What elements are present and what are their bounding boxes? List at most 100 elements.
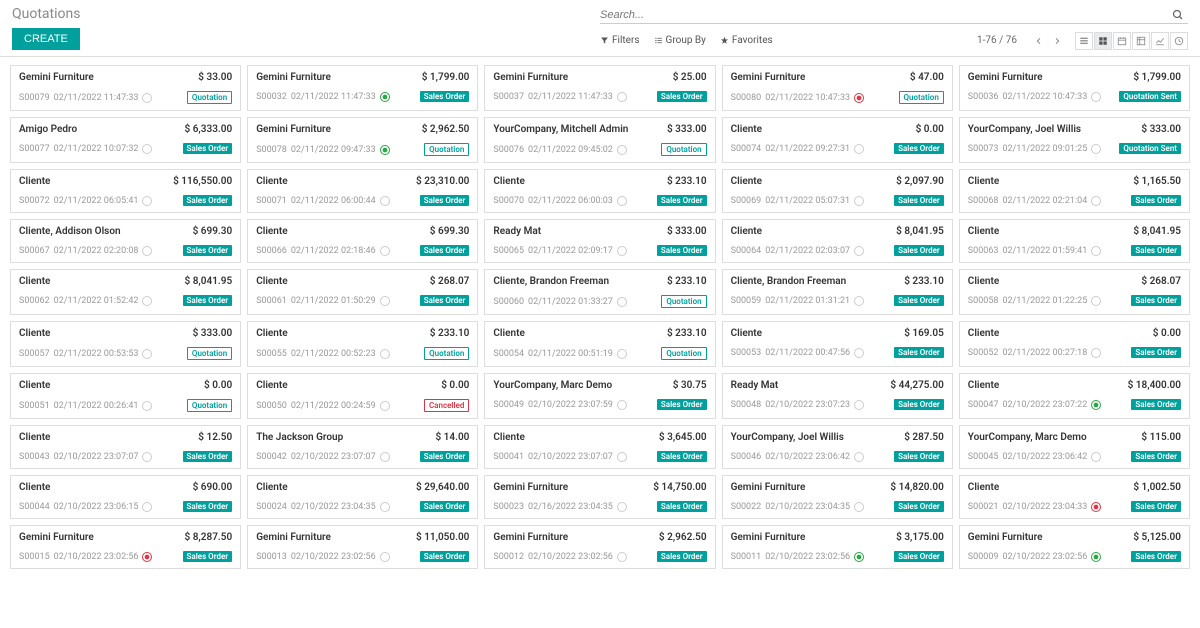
quotation-card[interactable]: YourCompany, Mitchell Admin$ 333.00S0007…	[484, 117, 715, 163]
card-customer: Cliente	[19, 380, 50, 391]
status-indicator-icon	[1091, 502, 1101, 512]
view-kanban-button[interactable]	[1094, 32, 1112, 50]
card-date: 02/10/2022 23:02:56	[528, 552, 613, 562]
prev-page-button[interactable]	[1031, 33, 1047, 49]
status-badge: Sales Order	[894, 245, 944, 256]
quotation-card[interactable]: Amigo Pedro$ 6,333.00S0007702/11/2022 10…	[10, 117, 241, 163]
card-customer: Cliente	[256, 328, 287, 339]
quotation-card[interactable]: Ready Mat$ 333.00S0006502/11/2022 02:09:…	[484, 219, 715, 263]
card-reference: S00048	[731, 400, 762, 410]
quotation-card[interactable]: Cliente$ 0.00S0005102/11/2022 00:26:41Qu…	[10, 373, 241, 419]
quotation-card[interactable]: Cliente$ 233.10S0005502/11/2022 00:52:23…	[247, 321, 478, 367]
card-reference: S00043	[19, 452, 50, 462]
quotation-card[interactable]: Gemini Furniture$ 47.00S0008002/11/2022 …	[722, 65, 953, 111]
groupby-button[interactable]: Group By	[654, 35, 706, 46]
quotation-card[interactable]: Cliente, Brandon Freeman$ 233.10S0006002…	[484, 269, 715, 315]
filters-button[interactable]: Filters	[600, 35, 640, 46]
card-amount: $ 1,799.00	[422, 72, 470, 83]
view-list-button[interactable]	[1075, 32, 1093, 50]
card-amount: $ 33.00	[198, 72, 232, 83]
quotation-card[interactable]: Cliente$ 12.50S0004302/10/2022 23:07:07S…	[10, 425, 241, 469]
quotation-card[interactable]: Cliente$ 690.00S0004402/10/2022 23:06:15…	[10, 475, 241, 519]
quotation-card[interactable]: YourCompany, Marc Demo$ 115.00S0004502/1…	[959, 425, 1190, 469]
quotation-card[interactable]: Cliente, Addison Olson$ 699.30S0006702/1…	[10, 219, 241, 263]
card-date: 02/11/2022 00:52:23	[291, 349, 376, 359]
quotation-card[interactable]: Gemini Furniture$ 2,962.50S0001202/10/20…	[484, 525, 715, 569]
quotation-card[interactable]: Cliente$ 1,165.50S0006802/11/2022 02:21:…	[959, 169, 1190, 213]
card-date: 02/11/2022 01:59:41	[1002, 246, 1087, 256]
quotation-card[interactable]: Cliente$ 233.10S0005402/11/2022 00:51:19…	[484, 321, 715, 367]
quotation-card[interactable]: Cliente$ 2,097.90S0006902/11/2022 05:07:…	[722, 169, 953, 213]
quotation-card[interactable]: YourCompany, Joel Willis$ 333.00S0007302…	[959, 117, 1190, 163]
status-badge: Sales Order	[183, 501, 233, 512]
card-amount: $ 3,175.00	[896, 532, 944, 543]
search-icon[interactable]	[1168, 9, 1188, 21]
card-amount: $ 699.30	[430, 226, 470, 237]
status-badge: Quotation	[187, 399, 232, 412]
quotation-card[interactable]: Cliente$ 1,002.50S0002102/10/2022 23:04:…	[959, 475, 1190, 519]
quotation-card[interactable]: Cliente$ 268.07S0005802/11/2022 01:22:25…	[959, 269, 1190, 315]
view-graph-button[interactable]	[1151, 32, 1169, 50]
quotation-card[interactable]: Gemini Furniture$ 33.00S0007902/11/2022 …	[10, 65, 241, 111]
quotation-card[interactable]: Gemini Furniture$ 1,799.00S0003602/11/20…	[959, 65, 1190, 111]
quotation-card[interactable]: Ready Mat$ 44,275.00S0004802/10/2022 23:…	[722, 373, 953, 419]
status-badge: Sales Order	[894, 143, 944, 154]
quotation-card[interactable]: Gemini Furniture$ 8,287.50S0001502/10/20…	[10, 525, 241, 569]
status-badge: Sales Order	[657, 551, 707, 562]
quotation-card[interactable]: Gemini Furniture$ 14,750.00S0002302/16/2…	[484, 475, 715, 519]
status-indicator-icon	[617, 196, 627, 206]
status-indicator-icon	[617, 552, 627, 562]
quotation-card[interactable]: Cliente$ 699.30S0006602/11/2022 02:18:46…	[247, 219, 478, 263]
quotation-card[interactable]: Gemini Furniture$ 3,175.00S0001102/10/20…	[722, 525, 953, 569]
favorites-button[interactable]: Favorites	[720, 35, 773, 46]
quotation-card[interactable]: Cliente$ 0.00S0007402/11/2022 09:27:31Sa…	[722, 117, 953, 163]
view-calendar-button[interactable]	[1113, 32, 1131, 50]
card-customer: Gemini Furniture	[256, 72, 331, 83]
quotation-card[interactable]: Cliente$ 8,041.95S0006202/11/2022 01:52:…	[10, 269, 241, 315]
quotation-card[interactable]: Cliente$ 29,640.00S0002402/10/2022 23:04…	[247, 475, 478, 519]
quotation-card[interactable]: Cliente$ 18,400.00S0004702/10/2022 23:07…	[959, 373, 1190, 419]
quotation-card[interactable]: Cliente$ 0.00S0005202/11/2022 00:27:18Sa…	[959, 321, 1190, 367]
status-badge: Sales Order	[1131, 195, 1181, 206]
quotation-card[interactable]: Gemini Furniture$ 5,125.00S0000902/10/20…	[959, 525, 1190, 569]
card-date: 02/10/2022 23:06:42	[1002, 452, 1087, 462]
view-activity-button[interactable]	[1170, 32, 1188, 50]
card-amount: $ 1,799.00	[1133, 72, 1181, 83]
card-date: 02/11/2022 06:00:03	[528, 196, 613, 206]
status-indicator-icon	[380, 145, 390, 155]
quotation-card[interactable]: Cliente$ 8,041.95S0006302/11/2022 01:59:…	[959, 219, 1190, 263]
status-badge: Sales Order	[894, 295, 944, 306]
quotation-card[interactable]: Cliente$ 0.00S0005002/11/2022 00:24:59Ca…	[247, 373, 478, 419]
quotation-card[interactable]: Gemini Furniture$ 1,799.00S0003202/11/20…	[247, 65, 478, 111]
search-input[interactable]	[600, 9, 1168, 21]
next-page-button[interactable]	[1049, 33, 1065, 49]
quotation-card[interactable]: Cliente$ 8,041.95S0006402/11/2022 02:03:…	[722, 219, 953, 263]
quotation-card[interactable]: Cliente, Brandon Freeman$ 233.10S0005902…	[722, 269, 953, 315]
quotation-card[interactable]: Gemini Furniture$ 14,820.00S0002202/10/2…	[722, 475, 953, 519]
card-date: 02/10/2022 23:02:56	[765, 552, 850, 562]
quotation-card[interactable]: Cliente$ 169.05S0005302/11/2022 00:47:56…	[722, 321, 953, 367]
quotation-card[interactable]: Gemini Furniture$ 11,050.00S0001302/10/2…	[247, 525, 478, 569]
quotation-card[interactable]: YourCompany, Joel Willis$ 287.50S0004602…	[722, 425, 953, 469]
quotation-card[interactable]: YourCompany, Marc Demo$ 30.75S0004902/10…	[484, 373, 715, 419]
status-indicator-icon	[142, 502, 152, 512]
create-button[interactable]: CREATE	[12, 28, 80, 50]
quotation-card[interactable]: Cliente$ 268.07S0006102/11/2022 01:50:29…	[247, 269, 478, 315]
card-customer: Gemini Furniture	[19, 72, 94, 83]
card-customer: Cliente	[493, 432, 524, 443]
card-date: 02/11/2022 09:01:25	[1002, 144, 1087, 154]
view-pivot-button[interactable]	[1132, 32, 1150, 50]
card-date: 02/11/2022 00:53:53	[54, 349, 139, 359]
quotation-card[interactable]: Gemini Furniture$ 25.00S0003702/11/2022 …	[484, 65, 715, 111]
quotation-card[interactable]: Cliente$ 116,550.00S0007202/11/2022 06:0…	[10, 169, 241, 213]
card-date: 02/10/2022 23:07:07	[528, 452, 613, 462]
status-indicator-icon	[617, 400, 627, 410]
quotation-card[interactable]: The Jackson Group$ 14.00S0004202/10/2022…	[247, 425, 478, 469]
quotation-card[interactable]: Cliente$ 3,645.00S0004102/10/2022 23:07:…	[484, 425, 715, 469]
quotation-card[interactable]: Gemini Furniture$ 2,962.50S0007802/11/20…	[247, 117, 478, 163]
quotation-card[interactable]: Cliente$ 23,310.00S0007102/11/2022 06:00…	[247, 169, 478, 213]
quotation-card[interactable]: Cliente$ 233.10S0007002/11/2022 06:00:03…	[484, 169, 715, 213]
card-date: 02/11/2022 01:50:29	[291, 296, 376, 306]
quotation-card[interactable]: Cliente$ 333.00S0005702/11/2022 00:53:53…	[10, 321, 241, 367]
card-reference: S00078	[256, 145, 287, 155]
